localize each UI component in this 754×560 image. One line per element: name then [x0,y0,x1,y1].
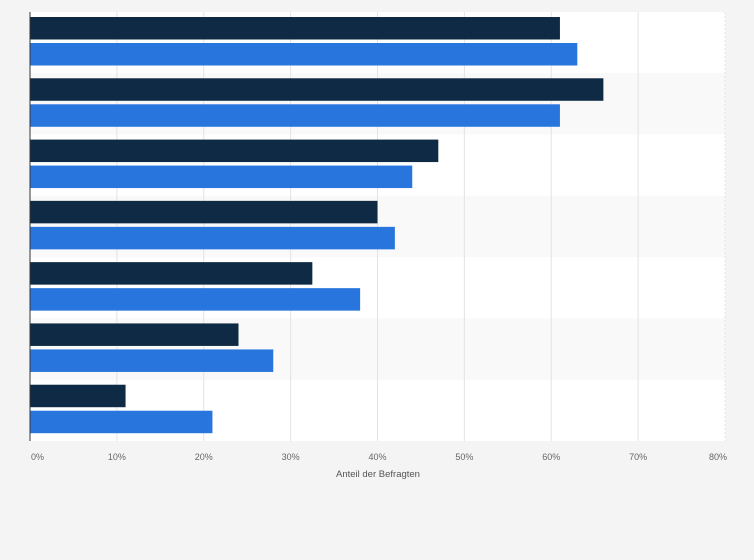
bar [30,262,313,285]
bar [30,17,560,40]
x-axis-title: Anteil der Befragten [336,469,420,480]
x-tick-label: 50% [455,452,473,462]
x-tick-label: 40% [368,452,386,462]
x-tick-label: 0% [31,452,44,462]
bar [30,410,213,434]
bar [30,200,378,224]
x-tick-label: 20% [195,452,213,462]
bars [30,17,604,434]
x-tick-labels: 0% 10% 20% 30% 40% 50% 60% 70% 80% [31,452,727,462]
bar [30,43,578,66]
x-tick-label: 80% [709,452,727,462]
bar [30,139,439,163]
bar [30,384,126,408]
x-tick-label: 70% [629,452,647,462]
bar [30,349,274,372]
bar [30,323,239,346]
x-tick-label: 10% [108,452,126,462]
bar [30,165,413,189]
bar [30,288,361,311]
bar [30,104,560,127]
x-tick-label: 30% [282,452,300,462]
bar [30,78,604,101]
bar [30,226,395,250]
x-tick-label: 60% [542,452,560,462]
